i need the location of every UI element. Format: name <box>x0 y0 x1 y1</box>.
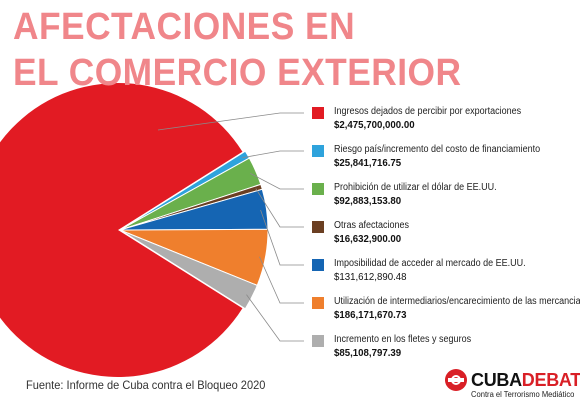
legend-swatch <box>312 183 324 195</box>
leader-line <box>250 172 304 190</box>
legend-swatch <box>312 259 324 271</box>
title-line-2: EL COMERCIO EXTERIOR <box>13 52 462 94</box>
legend-label: Otras afectaciones <box>334 220 410 231</box>
legend-value: $186,171,670.73 <box>334 309 407 321</box>
legend-value: $131,612,890.48 <box>334 271 407 283</box>
legend-swatch <box>312 221 324 233</box>
legend-swatch <box>312 107 324 119</box>
leader-line <box>157 112 304 131</box>
legend-swatch <box>312 335 324 347</box>
legend-value: $2,475,700,000.00 <box>334 119 415 131</box>
chart-title: AFECTACIONES EN EL COMERCIO EXTERIOR <box>13 4 461 96</box>
leader-line <box>242 150 304 159</box>
leader-line <box>260 209 304 266</box>
brand-name: CUBADEBATE <box>471 370 580 390</box>
legend-swatch <box>312 145 324 157</box>
legend-label: Imposibilidad de acceder al mercado de E… <box>334 258 526 269</box>
legend-value: $92,883,153.80 <box>334 195 402 207</box>
legend: Ingresos dejados de percibir por exporta… <box>305 0 580 409</box>
brand-name-part2: DEBATE <box>521 370 580 390</box>
pie-slice-exportaciones <box>0 83 243 377</box>
legend-label: Incremento en los fletes y seguros <box>334 334 472 345</box>
legend-value: $85,108,797.39 <box>334 347 402 359</box>
legend-value: $16,632,900.00 <box>334 233 402 245</box>
title-line-1: AFECTACIONES EN <box>13 6 356 48</box>
legend-label: Ingresos dejados de percibir por exporta… <box>334 106 522 117</box>
leader-line <box>259 256 304 304</box>
legend-label: Prohibición de utilizar el dólar de EE.U… <box>334 182 497 193</box>
pie-slice-fletes <box>119 229 258 310</box>
brand-tagline: Contra el Terrorismo Mediático <box>471 390 575 399</box>
brand-name-part1: CUBA <box>471 370 522 390</box>
leader-line <box>255 188 304 228</box>
cubadebate-emblem-icon <box>445 369 467 391</box>
cubadebate-logo: CUBADEBATE Contra el Terrorismo Mediátic… <box>445 369 580 403</box>
legend-value: $25,841,716.75 <box>334 157 402 169</box>
legend-swatch <box>312 297 324 309</box>
legend-label: Utilización de intermediarios/encarecimi… <box>334 296 580 307</box>
leader-line <box>246 294 304 342</box>
source-note: Fuente: Informe de Cuba contra el Bloque… <box>26 378 266 392</box>
legend-label: Riesgo país/incremento del costo de fina… <box>334 144 541 155</box>
